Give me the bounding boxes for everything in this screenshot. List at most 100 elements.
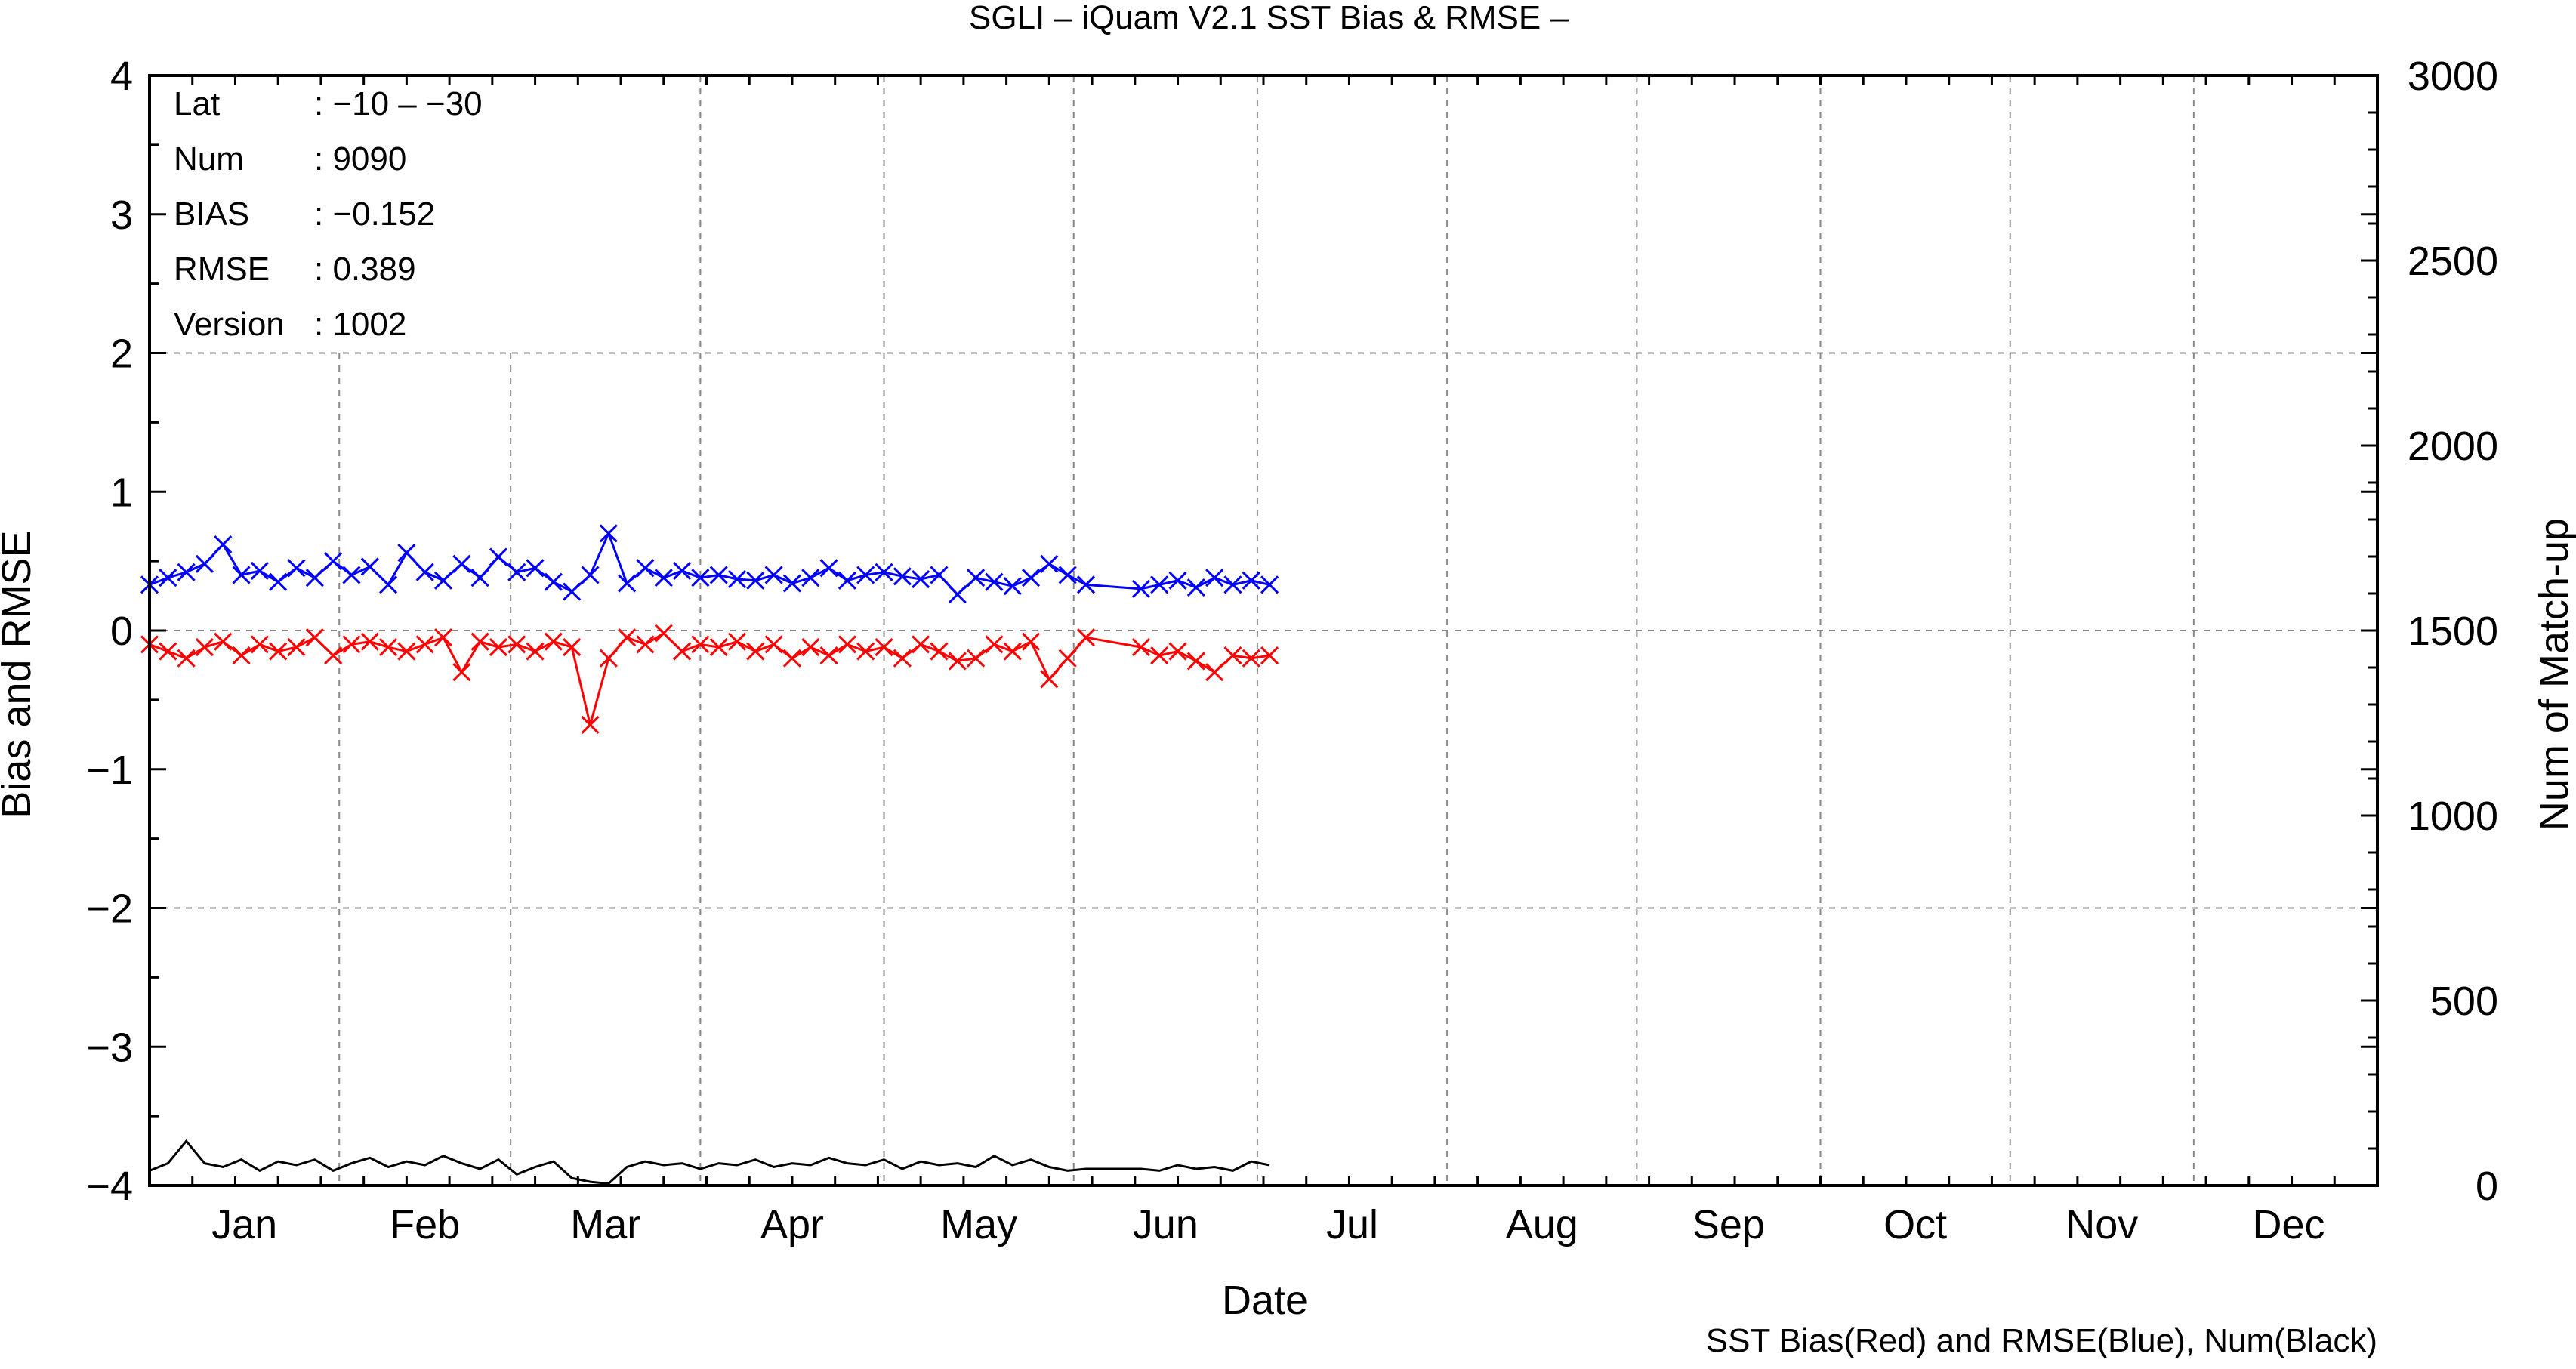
- data-point-rmse: [433, 571, 453, 590]
- data-point-bias: [581, 715, 600, 735]
- data-point-bias: [691, 635, 710, 654]
- data-point-rmse: [727, 569, 747, 589]
- data-point-bias: [1003, 642, 1022, 661]
- data-point-bias: [875, 637, 893, 657]
- data-point-rmse: [618, 574, 637, 593]
- data-point-rmse: [342, 566, 361, 584]
- data-point-bias: [397, 642, 416, 661]
- data-point-rmse: [1076, 575, 1096, 594]
- data-point-bias: [1242, 649, 1260, 668]
- data-point-rmse: [415, 563, 434, 581]
- data-point-rmse: [360, 557, 379, 576]
- data-point-bias: [1150, 646, 1169, 665]
- data-point-rmse: [159, 569, 177, 587]
- data-point-bias: [673, 642, 692, 661]
- stat-num-value: : 9090: [314, 140, 406, 177]
- data-point-bias: [159, 642, 177, 661]
- data-point-rmse: [764, 566, 783, 584]
- x-tick-label-may: May: [940, 1202, 1017, 1247]
- data-point-bias: [342, 635, 361, 654]
- y2-tick-label: 0: [2476, 1164, 2498, 1209]
- axes-layer: [148, 74, 2379, 1187]
- y2-tick-label: 2000: [2408, 424, 2498, 469]
- data-point-bias: [948, 652, 967, 671]
- data-point-rmse: [930, 566, 949, 584]
- data-point-rmse: [563, 582, 582, 601]
- tick-labels-layer: 4 3 2 1 0 −1 −2 −3 −4 3000 2500 2000 1500 1000 500 0 Jan…: [86, 54, 2498, 1247]
- x-axis-label: Date: [1222, 1278, 1308, 1323]
- x-tick-label-aug: Aug: [1506, 1202, 1578, 1247]
- data-point-bias: [599, 649, 618, 668]
- data-point-bias: [801, 637, 820, 657]
- data-point-rmse: [544, 572, 563, 591]
- data-point-rmse: [1058, 566, 1077, 584]
- data-point-rmse: [801, 569, 820, 587]
- data-point-rmse: [746, 571, 765, 590]
- data-point-rmse: [1205, 569, 1224, 587]
- data-point-bias: [838, 635, 856, 654]
- data-point-bias: [470, 632, 489, 651]
- data-point-bias: [250, 635, 269, 654]
- data-point-rmse: [1223, 575, 1242, 594]
- data-point-rmse: [287, 559, 306, 578]
- x-tick-label-nov: Nov: [2065, 1202, 2138, 1247]
- y-tick-label: 4: [110, 54, 133, 99]
- data-point-bias: [489, 637, 508, 657]
- data-point-bias: [1040, 670, 1059, 689]
- data-point-bias: [360, 632, 379, 651]
- data-point-rmse: [819, 559, 838, 578]
- data-point-rmse: [397, 544, 416, 563]
- y2-tick-label: 500: [2430, 979, 2498, 1024]
- data-point-bias: [709, 637, 728, 657]
- x-tick-label-apr: Apr: [760, 1202, 824, 1247]
- data-point-bias: [1021, 632, 1041, 651]
- stat-rmse-label: RMSE: [174, 251, 270, 288]
- data-point-bias: [1205, 663, 1224, 682]
- data-point-bias: [1186, 652, 1205, 671]
- data-point-bias: [433, 628, 453, 647]
- y-tick-label: 0: [110, 609, 133, 654]
- data-point-rmse: [1003, 577, 1022, 596]
- y-tick-label: −1: [86, 748, 133, 793]
- data-point-rmse: [1186, 578, 1205, 597]
- data-point-bias: [782, 649, 802, 668]
- data-point-rmse: [269, 572, 288, 591]
- data-point-rmse: [691, 569, 710, 587]
- stat-lat-label: Lat: [174, 85, 220, 122]
- data-point-bias: [214, 632, 233, 651]
- data-point-rmse: [452, 554, 471, 573]
- stat-num-label: Num: [174, 140, 244, 177]
- data-point-rmse: [526, 559, 545, 578]
- data-point-rmse: [838, 571, 856, 590]
- y2-tick-label: 1000: [2408, 794, 2498, 839]
- data-point-rmse: [636, 559, 655, 578]
- data-point-bias: [507, 635, 526, 654]
- data-point-rmse: [489, 547, 508, 566]
- data-point-rmse: [581, 566, 600, 584]
- data-point-bias: [1076, 628, 1096, 647]
- data-point-rmse: [232, 566, 251, 584]
- stats-box: Lat : −10 – −30 Num : 9090 BIAS : −0.152…: [150, 76, 514, 350]
- y2-axis-label: Num of Match-up: [2531, 518, 2576, 831]
- data-point-rmse: [654, 569, 673, 587]
- data-point-bias: [415, 635, 434, 654]
- data-point-bias: [1168, 642, 1187, 661]
- y-axis-label: Bias and RMSE: [0, 530, 39, 818]
- data-point-rmse: [177, 563, 196, 581]
- series-layer: [140, 524, 1279, 1186]
- data-point-rmse: [912, 569, 930, 589]
- x-tick-label-jan: Jan: [211, 1202, 277, 1247]
- data-point-rmse: [967, 569, 986, 587]
- data-point-bias: [1260, 646, 1279, 665]
- data-point-bias: [1058, 649, 1077, 668]
- data-point-rmse: [985, 572, 1004, 591]
- stat-rmse-value: : 0.389: [314, 251, 416, 288]
- data-point-bias: [305, 628, 324, 647]
- data-point-rmse: [324, 552, 343, 571]
- data-point-rmse: [856, 566, 875, 584]
- data-point-rmse: [599, 524, 618, 543]
- data-point-bias: [912, 635, 930, 654]
- data-point-bias: [764, 635, 783, 654]
- data-point-rmse: [1040, 554, 1059, 573]
- data-point-bias: [746, 642, 765, 661]
